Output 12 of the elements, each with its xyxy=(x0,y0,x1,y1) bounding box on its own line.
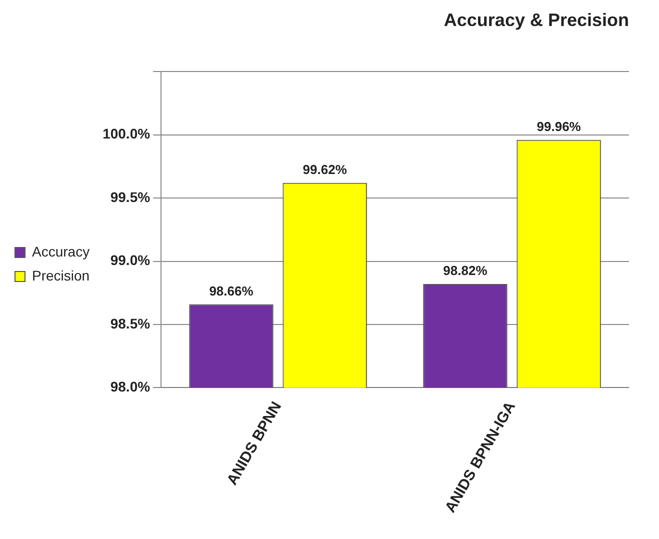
y-tick-label: 98.5% xyxy=(110,315,151,332)
y-tick-label: 98.0% xyxy=(110,378,151,395)
y-tick-label: 99.5% xyxy=(110,188,151,205)
legend-label: Precision xyxy=(32,267,90,284)
data-label: 99.96% xyxy=(536,118,582,134)
data-label: 98.82% xyxy=(443,263,488,278)
chart-title: Accuracy & Precision xyxy=(444,10,629,30)
data-label: 99.62% xyxy=(302,162,348,177)
legend-label: Accuracy xyxy=(32,243,90,260)
y-tick-label: 100.0% xyxy=(102,126,151,142)
data-label: 98.66% xyxy=(209,283,254,298)
y-tick-label: 99.0% xyxy=(110,252,151,268)
